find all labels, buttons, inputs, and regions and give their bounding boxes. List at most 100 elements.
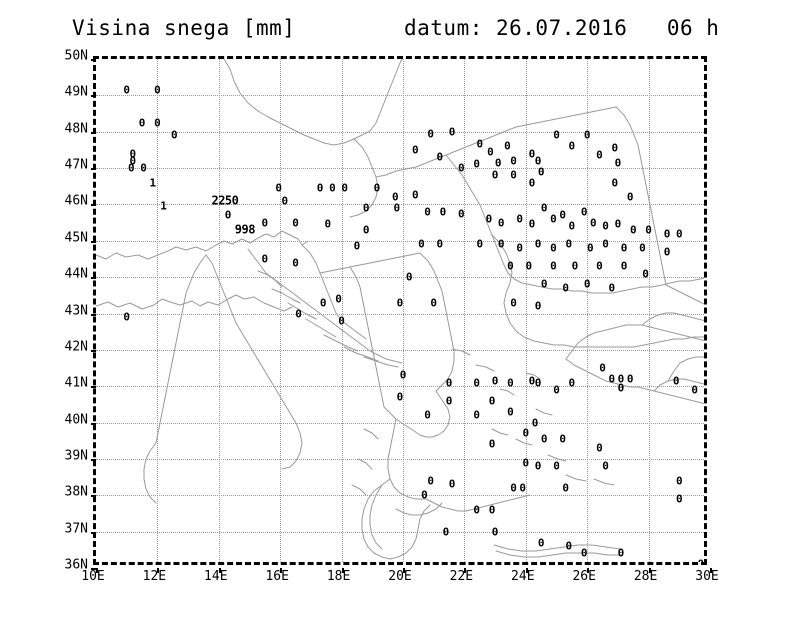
station-value: 0 <box>275 181 282 195</box>
gridline-vertical <box>218 59 220 562</box>
station-value: 0 <box>580 205 588 219</box>
station-value: 0 <box>494 156 502 170</box>
gridline-horizontal <box>96 458 704 460</box>
station-value: 0 <box>427 474 434 488</box>
x-tick <box>648 568 651 573</box>
station-value: 0 <box>140 161 147 175</box>
station-value: 0 <box>537 536 545 550</box>
station-value: 0 <box>154 116 161 130</box>
station-value: 0 <box>528 147 536 161</box>
x-tick-label: 20E <box>388 569 412 584</box>
y-tick-label: 38N <box>64 484 88 500</box>
y-tick-label: 39N <box>64 448 88 464</box>
station-value: 0 <box>341 181 348 195</box>
station-value: 0 <box>534 154 542 168</box>
station-value: 0 <box>568 219 576 233</box>
y-tick-label: 45N <box>64 230 88 246</box>
station-value: 0 <box>672 374 680 388</box>
station-value: 0 <box>639 241 646 255</box>
x-tick <box>157 568 160 573</box>
gridline-horizontal <box>96 422 704 424</box>
station-value: 0 <box>596 259 603 273</box>
station-value: 0 <box>329 181 336 195</box>
y-tick <box>91 204 96 207</box>
gridline-horizontal <box>96 386 704 388</box>
y-tick-label: 42N <box>64 339 88 355</box>
station-value: 0 <box>550 212 557 226</box>
station-value: 0 <box>436 237 444 251</box>
station-value: 0 <box>485 212 493 226</box>
station-value: 0 <box>691 383 698 397</box>
station-value: 1 <box>160 199 167 213</box>
x-tick-label: 14E <box>204 569 228 584</box>
station-value: 0 <box>473 376 480 390</box>
station-value: 0 <box>504 139 511 153</box>
gridline-horizontal <box>96 240 704 242</box>
y-tick-label: 48N <box>64 121 88 137</box>
station-value: 0 <box>534 459 542 473</box>
station-value: 0 <box>335 292 342 306</box>
station-value: 0 <box>534 237 542 251</box>
y-tick-label: 41N <box>64 375 88 391</box>
station-value: 0 <box>528 176 536 190</box>
station-value: 0 <box>396 296 404 310</box>
station-value: 0 <box>507 405 514 419</box>
station-value: 0 <box>261 216 269 230</box>
station-value: 0 <box>620 241 628 255</box>
station-value: 0 <box>261 252 269 266</box>
x-tick <box>218 568 221 573</box>
y-tick <box>91 240 96 243</box>
station-value: 0 <box>620 259 628 273</box>
station-value: 0 <box>488 394 496 408</box>
station-value: 0 <box>550 241 557 255</box>
x-tick-label: 18E <box>326 569 351 584</box>
station-value: 0 <box>534 376 542 390</box>
station-value: 0 <box>553 459 560 473</box>
station-value: 0 <box>424 205 431 219</box>
y-tick <box>91 495 96 498</box>
x-tick-label: 30E <box>695 569 719 584</box>
gridline-vertical <box>587 59 589 562</box>
station-value: 0 <box>602 237 609 251</box>
station-value: 0 <box>629 223 637 237</box>
station-value: 0 <box>608 372 616 386</box>
y-tick <box>91 313 96 316</box>
station-value: 0 <box>522 426 530 440</box>
station-value: 0 <box>411 143 419 157</box>
station-value: 0 <box>537 165 545 179</box>
station-value: 0 <box>507 259 514 273</box>
station-value: 0 <box>170 128 178 142</box>
station-value: 0 <box>127 161 135 175</box>
y-tick <box>91 349 96 352</box>
station-value: 0 <box>421 488 428 502</box>
x-tick <box>710 568 712 573</box>
station-value: 0 <box>129 154 137 168</box>
station-value: 0 <box>445 394 453 408</box>
station-value: 0 <box>617 372 625 386</box>
gridline-vertical <box>341 59 343 562</box>
station-value: 0 <box>675 492 683 506</box>
station-value: 0 <box>473 408 480 422</box>
station-value: 0 <box>491 374 499 388</box>
x-tick-label: 16E <box>265 569 289 584</box>
station-value: 0 <box>611 176 619 190</box>
y-tick <box>91 95 96 98</box>
station-value: 0 <box>614 156 622 170</box>
y-tick-label: 37N <box>64 521 88 537</box>
station-value: 0 <box>473 503 480 517</box>
x-tick <box>464 568 467 573</box>
station-value: 0 <box>497 216 505 230</box>
x-tick-label: 12E <box>142 569 167 584</box>
station-value: 0 <box>491 525 499 539</box>
gridline-horizontal <box>96 277 704 279</box>
x-tick-label: 22E <box>449 569 474 584</box>
station-value: 0 <box>553 128 560 142</box>
station-value: 0 <box>418 237 425 251</box>
station-value: 0 <box>123 310 130 324</box>
station-value: 0 <box>675 474 683 488</box>
gridline-horizontal <box>96 531 704 533</box>
station-value: 0 <box>224 208 232 222</box>
station-value: 0 <box>319 296 327 310</box>
gridline-vertical <box>157 59 159 562</box>
